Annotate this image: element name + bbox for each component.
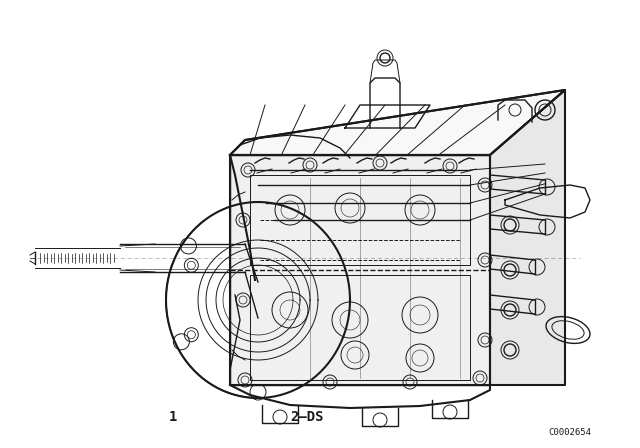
Polygon shape xyxy=(490,90,565,385)
Text: 2–DS: 2–DS xyxy=(291,409,324,424)
Polygon shape xyxy=(230,90,565,155)
Text: C0002654: C0002654 xyxy=(548,428,591,437)
Polygon shape xyxy=(230,155,490,385)
Text: 1: 1 xyxy=(168,409,177,424)
